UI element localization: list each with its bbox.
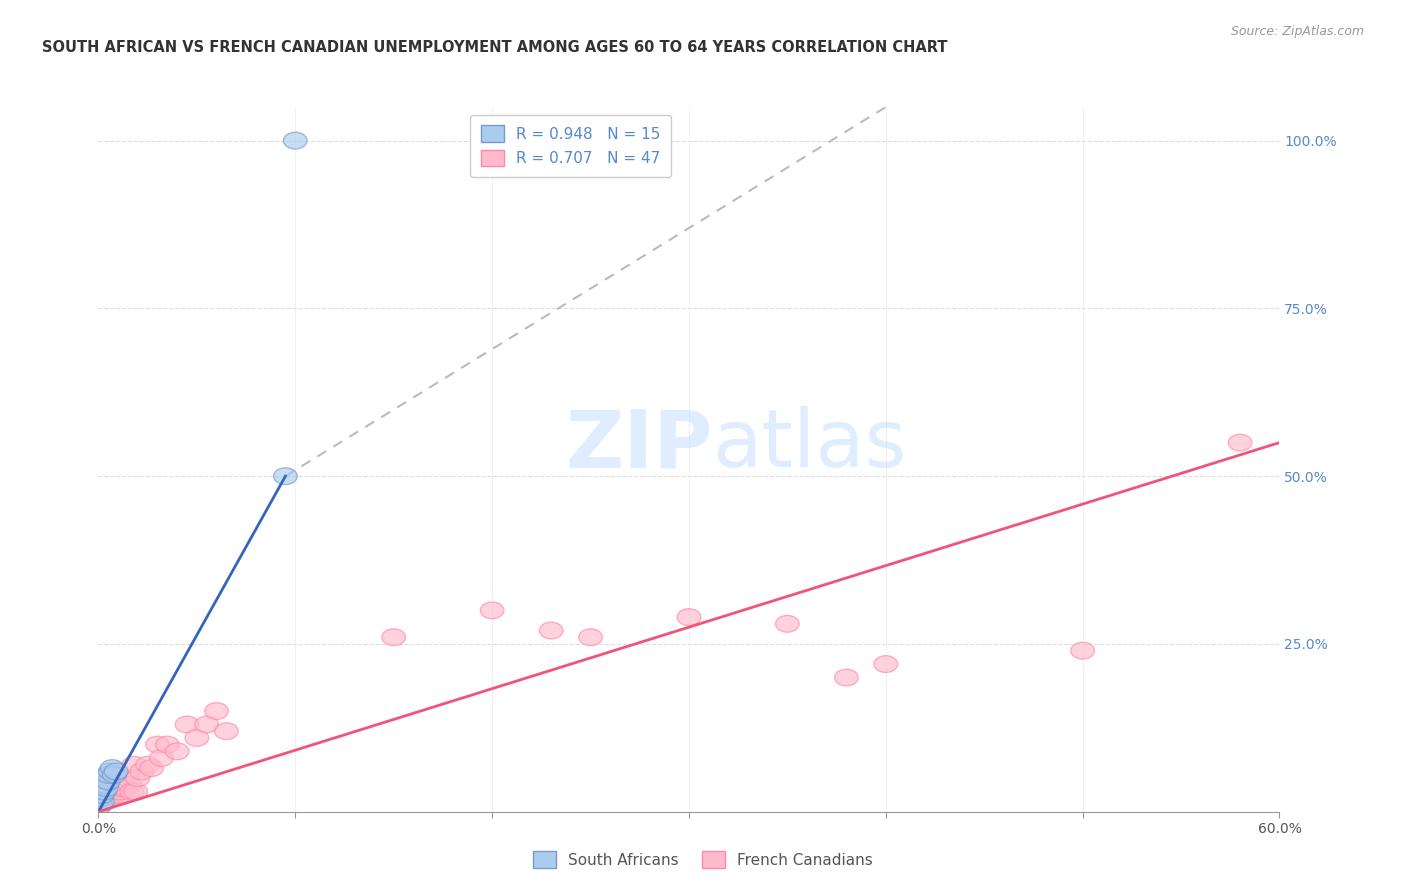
Ellipse shape xyxy=(166,743,188,760)
Ellipse shape xyxy=(136,756,159,773)
Ellipse shape xyxy=(97,790,120,806)
Ellipse shape xyxy=(107,787,129,804)
Ellipse shape xyxy=(481,602,503,619)
Ellipse shape xyxy=(97,773,120,790)
Text: ZIP: ZIP xyxy=(565,406,713,484)
Ellipse shape xyxy=(93,790,117,806)
Ellipse shape xyxy=(112,776,136,793)
Ellipse shape xyxy=(107,780,129,797)
Ellipse shape xyxy=(284,132,307,149)
Ellipse shape xyxy=(129,763,153,780)
Ellipse shape xyxy=(382,629,405,646)
Ellipse shape xyxy=(1229,434,1251,451)
Ellipse shape xyxy=(104,783,128,800)
Ellipse shape xyxy=(120,783,143,800)
Ellipse shape xyxy=(124,783,148,800)
Ellipse shape xyxy=(93,776,117,793)
Ellipse shape xyxy=(98,763,122,780)
Legend: R = 0.948   N = 15, R = 0.707   N = 47: R = 0.948 N = 15, R = 0.707 N = 47 xyxy=(471,115,671,177)
Ellipse shape xyxy=(156,736,179,753)
Ellipse shape xyxy=(678,608,700,625)
Ellipse shape xyxy=(97,766,120,783)
Ellipse shape xyxy=(274,467,297,484)
Ellipse shape xyxy=(108,783,132,800)
Ellipse shape xyxy=(215,723,238,739)
Ellipse shape xyxy=(104,763,128,780)
Ellipse shape xyxy=(93,783,117,800)
Ellipse shape xyxy=(1071,642,1094,659)
Ellipse shape xyxy=(94,787,118,804)
Ellipse shape xyxy=(195,716,218,733)
Ellipse shape xyxy=(118,776,142,793)
Ellipse shape xyxy=(98,787,122,804)
Ellipse shape xyxy=(90,787,114,804)
Ellipse shape xyxy=(875,656,897,673)
Ellipse shape xyxy=(205,703,228,720)
Ellipse shape xyxy=(127,770,149,787)
Ellipse shape xyxy=(186,730,208,747)
Text: SOUTH AFRICAN VS FRENCH CANADIAN UNEMPLOYMENT AMONG AGES 60 TO 64 YEARS CORRELAT: SOUTH AFRICAN VS FRENCH CANADIAN UNEMPLO… xyxy=(42,40,948,55)
Text: atlas: atlas xyxy=(713,406,907,484)
Legend: South Africans, French Canadians: South Africans, French Canadians xyxy=(526,844,880,875)
Ellipse shape xyxy=(89,790,112,806)
Ellipse shape xyxy=(139,760,163,776)
Ellipse shape xyxy=(122,756,146,773)
Ellipse shape xyxy=(89,797,112,814)
Ellipse shape xyxy=(103,787,127,804)
Ellipse shape xyxy=(93,793,117,810)
Ellipse shape xyxy=(89,797,112,814)
Ellipse shape xyxy=(100,783,124,800)
Ellipse shape xyxy=(540,622,562,639)
Ellipse shape xyxy=(176,716,198,733)
Ellipse shape xyxy=(579,629,602,646)
Ellipse shape xyxy=(149,749,173,766)
Ellipse shape xyxy=(100,760,124,776)
Ellipse shape xyxy=(90,793,114,810)
Ellipse shape xyxy=(110,780,134,797)
Ellipse shape xyxy=(97,783,120,800)
Ellipse shape xyxy=(776,615,799,632)
Ellipse shape xyxy=(146,736,169,753)
Text: Source: ZipAtlas.com: Source: ZipAtlas.com xyxy=(1230,25,1364,38)
Ellipse shape xyxy=(94,780,118,797)
Ellipse shape xyxy=(89,793,112,810)
Ellipse shape xyxy=(90,790,114,806)
Ellipse shape xyxy=(117,770,139,787)
Ellipse shape xyxy=(835,669,858,686)
Ellipse shape xyxy=(90,787,114,804)
Ellipse shape xyxy=(114,780,138,797)
Ellipse shape xyxy=(103,766,127,783)
